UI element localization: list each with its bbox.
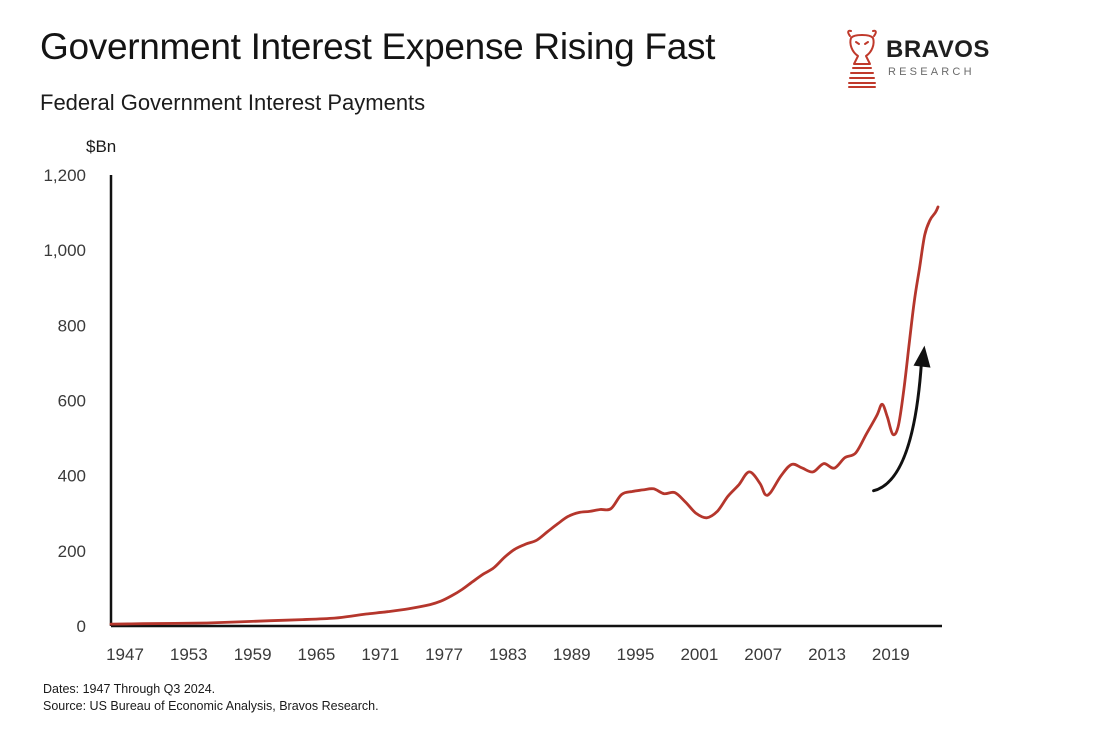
brand-name: BRAVOS: [886, 36, 990, 63]
x-tick-label: 1989: [553, 645, 591, 664]
chart-subtitle: Federal Government Interest Payments: [40, 90, 426, 115]
x-tick-label: 2013: [808, 645, 846, 664]
x-tick-label: 1947: [106, 645, 144, 664]
y-axis-unit-label: $Bn: [86, 137, 116, 156]
x-tick-label: 1977: [425, 645, 463, 664]
y-tick-label: 800: [58, 316, 86, 335]
x-tick-label: 1965: [298, 645, 336, 664]
x-tick-label: 2007: [744, 645, 782, 664]
y-tick-label: 0: [77, 617, 86, 636]
brand-logo: BRAVOS RESEARCH: [842, 28, 1012, 92]
x-tick-label: 1995: [617, 645, 655, 664]
x-tick-label: 1953: [170, 645, 208, 664]
x-tick-label: 1983: [489, 645, 527, 664]
y-tick-label: 200: [58, 542, 86, 561]
y-tick-label: 1,000: [43, 241, 86, 260]
y-tick-label: 400: [58, 467, 86, 486]
interest-payments-line: [109, 205, 940, 626]
data-points: [110, 206, 939, 626]
trend-arrow: [872, 360, 923, 493]
y-tick-label: 600: [58, 392, 86, 411]
x-tick-label: 1959: [234, 645, 272, 664]
footnote-dates: Dates: 1947 Through Q3 2024.: [43, 682, 216, 696]
x-axis-ticks: 1947 1953 1959 1965 1971 1977 1983 1989 1995 2001…: [106, 645, 910, 664]
brand-tagline: RESEARCH: [888, 66, 975, 78]
footnote-source: Source: US Bureau of Economic Analysis, …: [43, 699, 379, 713]
trend-arrow-head: [913, 345, 931, 368]
y-tick-label: 1,200: [43, 166, 86, 185]
x-tick-label: 2001: [680, 645, 718, 664]
x-tick-label: 1971: [361, 645, 399, 664]
chart-title: Government Interest Expense Rising Fast: [40, 26, 716, 67]
x-tick-label: 2019: [872, 645, 910, 664]
line-chart: $Bn 0 200 400 600 800 1,000 1,200 1947 1953 1959…: [43, 137, 942, 664]
y-axis-ticks: 0 200 400 600 800 1,000 1,200: [43, 166, 86, 636]
bull-knight-icon: [847, 29, 877, 88]
